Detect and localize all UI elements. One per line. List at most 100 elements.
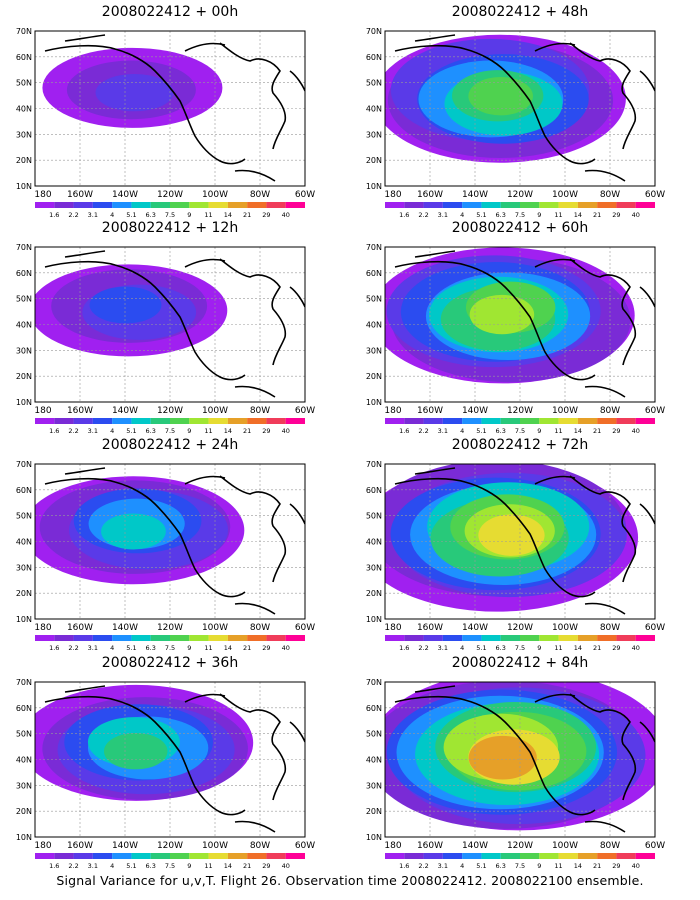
coastline — [289, 503, 305, 525]
map-panel: 2008022412 + 60h 70N 60N 50N 40N 30N 20N 10N 180… — [350, 220, 690, 440]
lon-tick-label: 160W — [67, 841, 93, 851]
lon-tick-label: 60W — [295, 623, 315, 633]
lat-tick-label: 10N — [16, 615, 32, 624]
coastline — [289, 70, 305, 92]
colorbar-tick-label: 4 — [460, 211, 464, 219]
colorbar-tick-label: 1.6 — [49, 862, 59, 870]
colorbar-swatch — [208, 853, 228, 859]
lat-tick-label: 10N — [16, 182, 32, 191]
colorbar-tick-label: 4 — [460, 644, 464, 652]
colorbar-tick-label: 5.1 — [126, 644, 136, 652]
coastline — [184, 258, 226, 268]
colorbar-swatch — [500, 853, 520, 859]
coastline — [414, 34, 456, 42]
colorbar-tick-label: 5.1 — [126, 211, 136, 219]
colorbar-tick-label: 2.2 — [68, 427, 78, 435]
colorbar-swatch — [500, 202, 520, 208]
colorbar-swatch — [597, 853, 617, 859]
colorbar-tick-label: 11 — [204, 644, 212, 652]
colorbar-swatch — [35, 418, 55, 424]
colorbar-swatch — [462, 853, 482, 859]
lon-tick-label: 80W — [250, 190, 270, 200]
colorbar-swatch — [597, 635, 617, 641]
colorbar-tick-label: 2.2 — [68, 862, 78, 870]
lon-tick-label: 100W — [202, 841, 228, 851]
map-panel: 2008022412 + 84h 70N 60N 50N 40N 30N 20N 10N 180… — [350, 655, 690, 875]
colorbar-swatch — [442, 418, 463, 424]
colorbar-tick-label: 9 — [187, 427, 191, 435]
colorbar-swatch — [92, 853, 113, 859]
coastline — [44, 44, 246, 165]
coastline — [584, 820, 626, 833]
lat-tick-label: 20N — [16, 372, 32, 381]
colorbar-tick-label: 1.6 — [399, 862, 409, 870]
colorbar-tick-label: 29 — [262, 644, 270, 652]
colorbar-tick-label: 11 — [554, 211, 562, 219]
colorbar-swatch — [112, 418, 132, 424]
coastline — [64, 34, 106, 42]
panel-title: 2008022412 + 84h — [451, 655, 589, 671]
colorbar-swatch — [481, 202, 501, 208]
colorbar-tick-label: 9 — [187, 211, 191, 219]
lat-tick-label: 60N — [366, 486, 382, 495]
colorbar-swatch — [539, 202, 559, 208]
colorbar-swatch — [227, 418, 248, 424]
lat-tick-label: 20N — [16, 589, 32, 598]
colorbar-swatch — [635, 418, 655, 424]
map-panel: 2008022412 + 12h 70N 60N 50N 40N 30N 20N 10N 180… — [0, 220, 340, 440]
coastline — [44, 477, 246, 598]
colorbar-tick-label: 5.1 — [126, 427, 136, 435]
lat-tick-label: 60N — [16, 486, 32, 495]
lon-tick-label: 60W — [295, 841, 315, 851]
lat-tick-label: 60N — [366, 53, 382, 62]
coastline — [639, 286, 655, 308]
lat-tick-label: 70N — [16, 460, 32, 469]
colorbar-swatch — [616, 202, 636, 208]
colorbar-tick-label: 14 — [574, 862, 582, 870]
coastline — [534, 693, 576, 703]
lat-tick-label: 40N — [16, 321, 32, 330]
colorbar-tick-label: 3.1 — [438, 211, 448, 219]
colorbar-tick-label: 6.3 — [496, 644, 506, 652]
colorbar-swatch — [577, 853, 598, 859]
variance-contour — [478, 514, 545, 556]
colorbar-tick-label: 29 — [612, 427, 620, 435]
colorbar-swatch — [150, 853, 170, 859]
colorbar-swatch — [520, 635, 540, 641]
coastline — [414, 685, 456, 693]
lon-tick-label: 120W — [157, 623, 183, 633]
colorbar-swatch — [54, 418, 74, 424]
colorbar-swatch — [189, 853, 209, 859]
lat-tick-label: 10N — [16, 833, 32, 842]
colorbar-swatch — [92, 418, 113, 424]
colorbar-swatch — [189, 635, 209, 641]
coastline — [569, 475, 637, 583]
lat-tick-label: 60N — [16, 53, 32, 62]
colorbar-tick-label: 7.5 — [165, 427, 175, 435]
colorbar-tick-label: 7.5 — [515, 211, 525, 219]
colorbar-swatch — [131, 202, 151, 208]
lon-tick-label: 140W — [112, 190, 138, 200]
lat-tick-label: 60N — [366, 704, 382, 713]
lon-tick-label: 180 — [34, 190, 51, 200]
lon-tick-label: 180 — [384, 190, 401, 200]
lat-tick-label: 10N — [16, 398, 32, 407]
map-panel: 2008022412 + 48h 70N 60N 50N 40N 30N 20N 10N 180… — [350, 4, 690, 224]
lat-tick-label: 40N — [366, 538, 382, 547]
colorbar-tick-label: 9 — [537, 644, 541, 652]
lon-tick-label: 80W — [600, 406, 620, 416]
map-panel: 2008022412 + 36h 70N 60N 50N 40N 30N 20N 10N 180… — [0, 655, 340, 875]
colorbar-tick-label: 29 — [612, 862, 620, 870]
colorbar-tick-label: 7.5 — [165, 644, 175, 652]
colorbar-tick-label: 29 — [262, 427, 270, 435]
colorbar-swatch — [635, 635, 655, 641]
lat-tick-label: 50N — [16, 79, 32, 88]
colorbar-swatch — [385, 853, 405, 859]
colorbar-swatch — [404, 418, 424, 424]
colorbar-tick-label: 29 — [612, 211, 620, 219]
variance-contour — [103, 732, 168, 770]
lon-tick-label: 100W — [552, 406, 578, 416]
